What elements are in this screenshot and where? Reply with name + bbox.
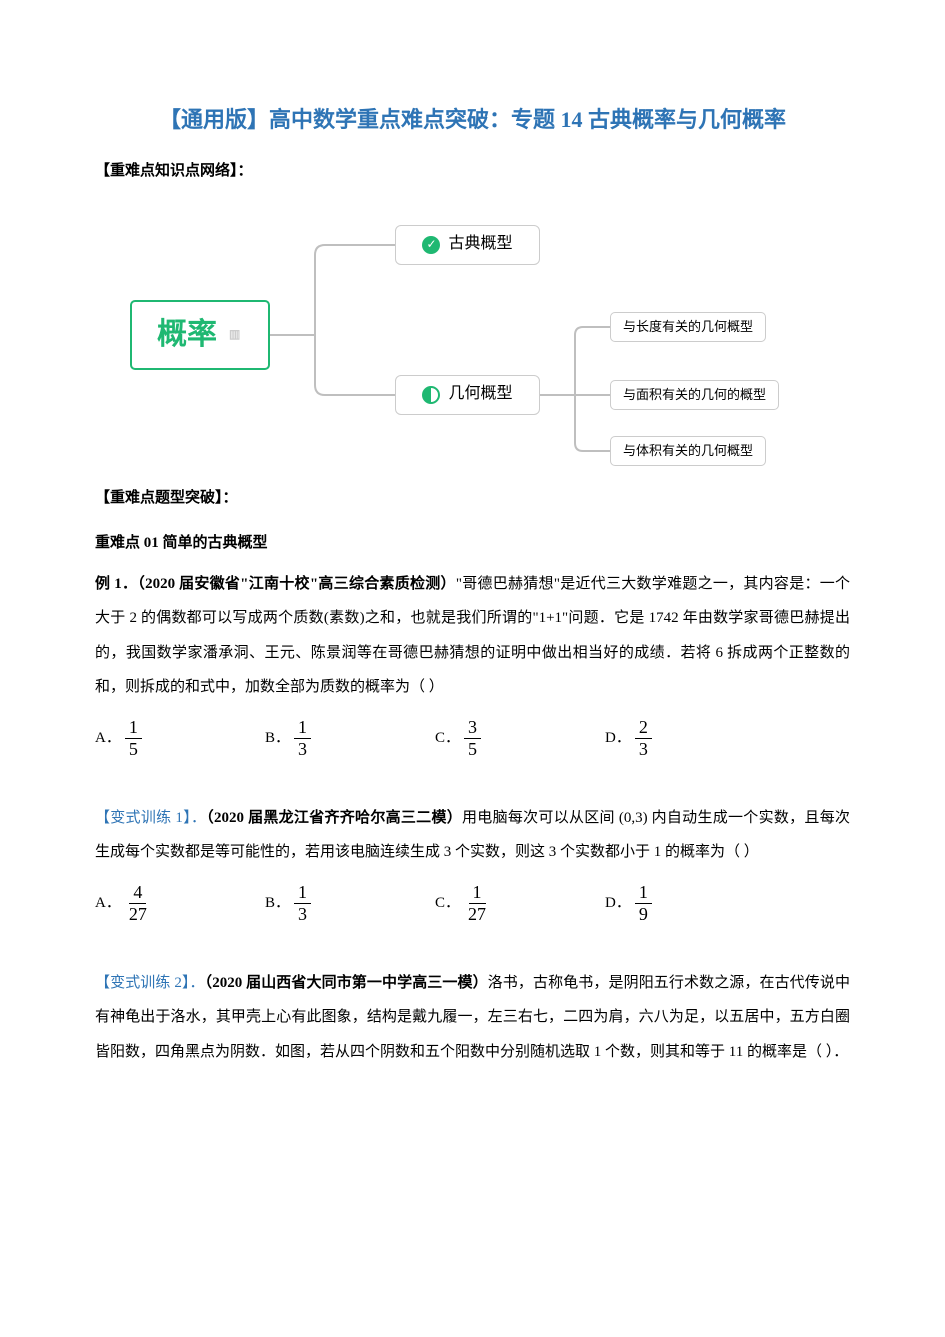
leaf-length: 与长度有关的几何概型 xyxy=(610,312,766,342)
half-circle-icon xyxy=(422,386,440,404)
problem-3-tag: 【变式训练 2】． xyxy=(95,975,205,991)
option-d: D．23 xyxy=(605,717,775,761)
mid-node-geometric: 几何概型 xyxy=(395,375,540,415)
problem-1-options: A．15 B．13 C．35 D．23 xyxy=(95,717,850,761)
problem-2-options: A．427 B．13 C．127 D．19 xyxy=(95,882,850,926)
option-c: C．127 xyxy=(435,882,605,926)
root-node: 概率 ▥ xyxy=(130,300,270,370)
problem-1-lead: 例 1．（2020 届安徽省"江南十校"高三综合素质检测） xyxy=(95,576,456,592)
leaf-volume: 与体积有关的几何概型 xyxy=(610,436,766,466)
check-icon: ✓ xyxy=(422,236,440,254)
page-title: 【通用版】高中数学重点难点突破：专题 14 古典概率与几何概率 xyxy=(95,100,850,140)
problem-3-source: （2020 届山西省大同市第一中学高三一模） xyxy=(205,975,488,991)
network-heading: 【重难点知识点网络】： xyxy=(95,158,850,185)
option-b: B．13 xyxy=(265,882,435,926)
option-a: A．427 xyxy=(95,882,265,926)
problem-1-body: "哥德巴赫猜想"是近代三大数学难题之一，其内容是：一个大于 2 的偶数都可以写成… xyxy=(95,576,850,696)
root-label: 概率 xyxy=(157,308,217,362)
concept-diagram: 概率 ▥ ✓ 古典概型 几何概型 与长度有关的几何概型 与面积有关的几何的概型 … xyxy=(115,205,815,455)
subsection-1: 重难点 01 简单的古典概型 xyxy=(95,530,850,557)
option-a: A．15 xyxy=(95,717,265,761)
problem-2-tag: 【变式训练 1】． xyxy=(95,810,206,826)
option-d: D．19 xyxy=(605,882,775,926)
option-c: C．35 xyxy=(435,717,605,761)
mid-node-classical: ✓ 古典概型 xyxy=(395,225,540,265)
problem-1: 例 1．（2020 届安徽省"江南十校"高三综合素质检测）"哥德巴赫猜想"是近代… xyxy=(95,567,850,705)
leaf-area: 与面积有关的几何的概型 xyxy=(610,380,779,410)
problem-2: 【变式训练 1】．（2020 届黑龙江省齐齐哈尔高三二模）用电脑每次可以从区间 … xyxy=(95,801,850,870)
mid-label-0: 古典概型 xyxy=(448,230,512,259)
problem-3: 【变式训练 2】．（2020 届山西省大同市第一中学高三一模）洛书，古称龟书，是… xyxy=(95,966,850,1070)
breakthrough-heading: 【重难点题型突破】： xyxy=(95,485,850,512)
problem-2-source: （2020 届黑龙江省齐齐哈尔高三二模） xyxy=(206,810,462,826)
root-icon: ▥ xyxy=(229,324,240,346)
mid-label-1: 几何概型 xyxy=(448,380,512,409)
option-b: B．13 xyxy=(265,717,435,761)
